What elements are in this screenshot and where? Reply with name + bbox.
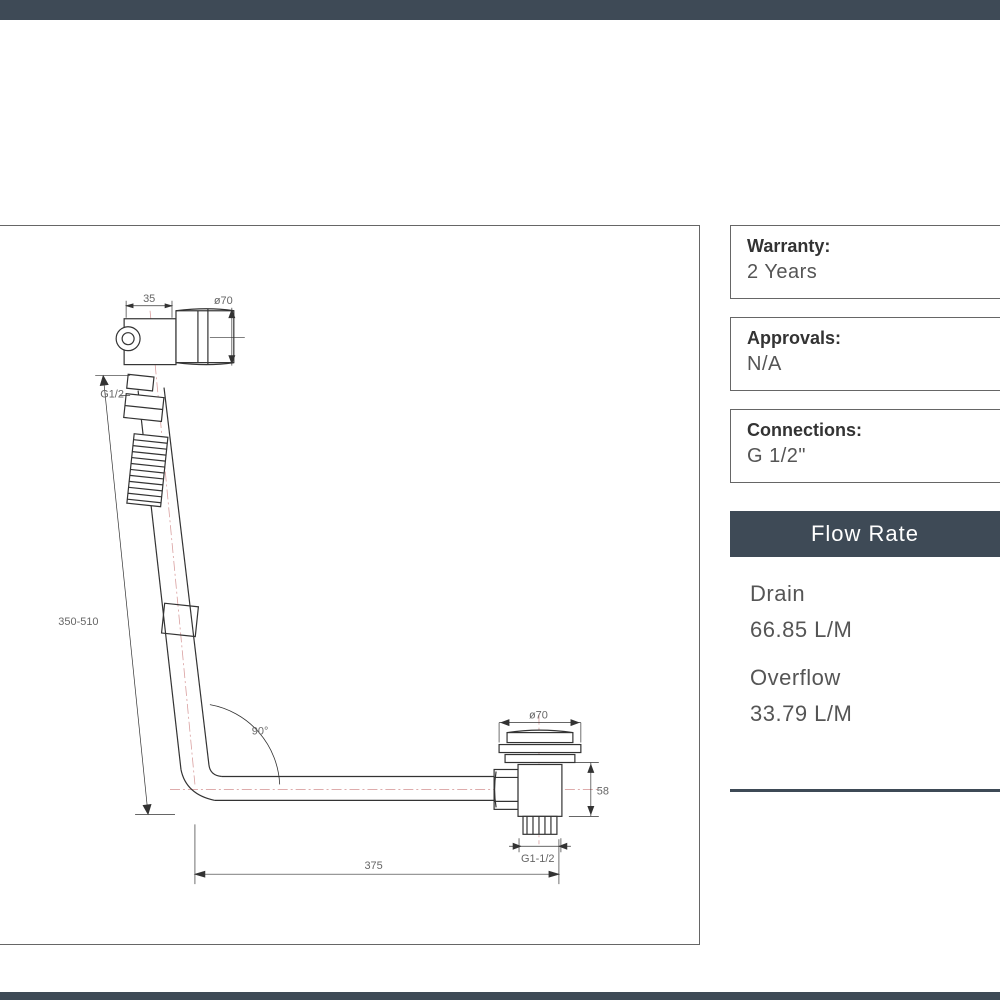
top-bar (0, 0, 1000, 20)
warranty-box: Warranty: 2 Years (730, 225, 1000, 299)
dim-top-width: 35 (143, 293, 155, 305)
warranty-label: Warranty: (747, 236, 984, 257)
main-content: 90° 350-510 375 (0, 225, 1000, 960)
dim-drain-thread: G1-1/2 (521, 853, 555, 865)
flow-drain-value: 66.85 L/M (750, 617, 980, 643)
approvals-box: Approvals: N/A (730, 317, 1000, 391)
dim-angle: 90° (252, 726, 269, 738)
flow-rate-header: Flow Rate (730, 511, 1000, 557)
warranty-value: 2 Years (747, 261, 984, 284)
dim-horizontal: 375 (364, 860, 382, 872)
connections-box: Connections: G 1/2" (730, 409, 1000, 483)
flow-overflow-value: 33.79 L/M (750, 701, 980, 727)
flow-drain-label: Drain (750, 581, 980, 607)
dim-top-thread: G1/2 (100, 389, 124, 401)
dim-top-dia: ø70 (214, 295, 233, 307)
technical-drawing: 90° 350-510 375 (0, 226, 699, 944)
flow-rate-body: Drain 66.85 L/M Overflow 33.79 L/M (730, 557, 1000, 759)
dim-drain-dia: ø70 (529, 710, 548, 722)
approvals-value: N/A (747, 353, 984, 376)
info-panel: Warranty: 2 Years Approvals: N/A Connect… (730, 225, 1000, 960)
dim-vertical: 350-510 (58, 616, 98, 628)
approvals-label: Approvals: (747, 328, 984, 349)
flow-rate-section: Flow Rate Drain 66.85 L/M Overflow 33.79… (730, 511, 1000, 792)
bottom-bar (0, 992, 1000, 1000)
connections-label: Connections: (747, 420, 984, 441)
dim-drain-height: 58 (597, 785, 609, 797)
drawing-panel: 90° 350-510 375 (0, 225, 700, 945)
flow-overflow-label: Overflow (750, 665, 980, 691)
connections-value: G 1/2" (747, 445, 984, 468)
